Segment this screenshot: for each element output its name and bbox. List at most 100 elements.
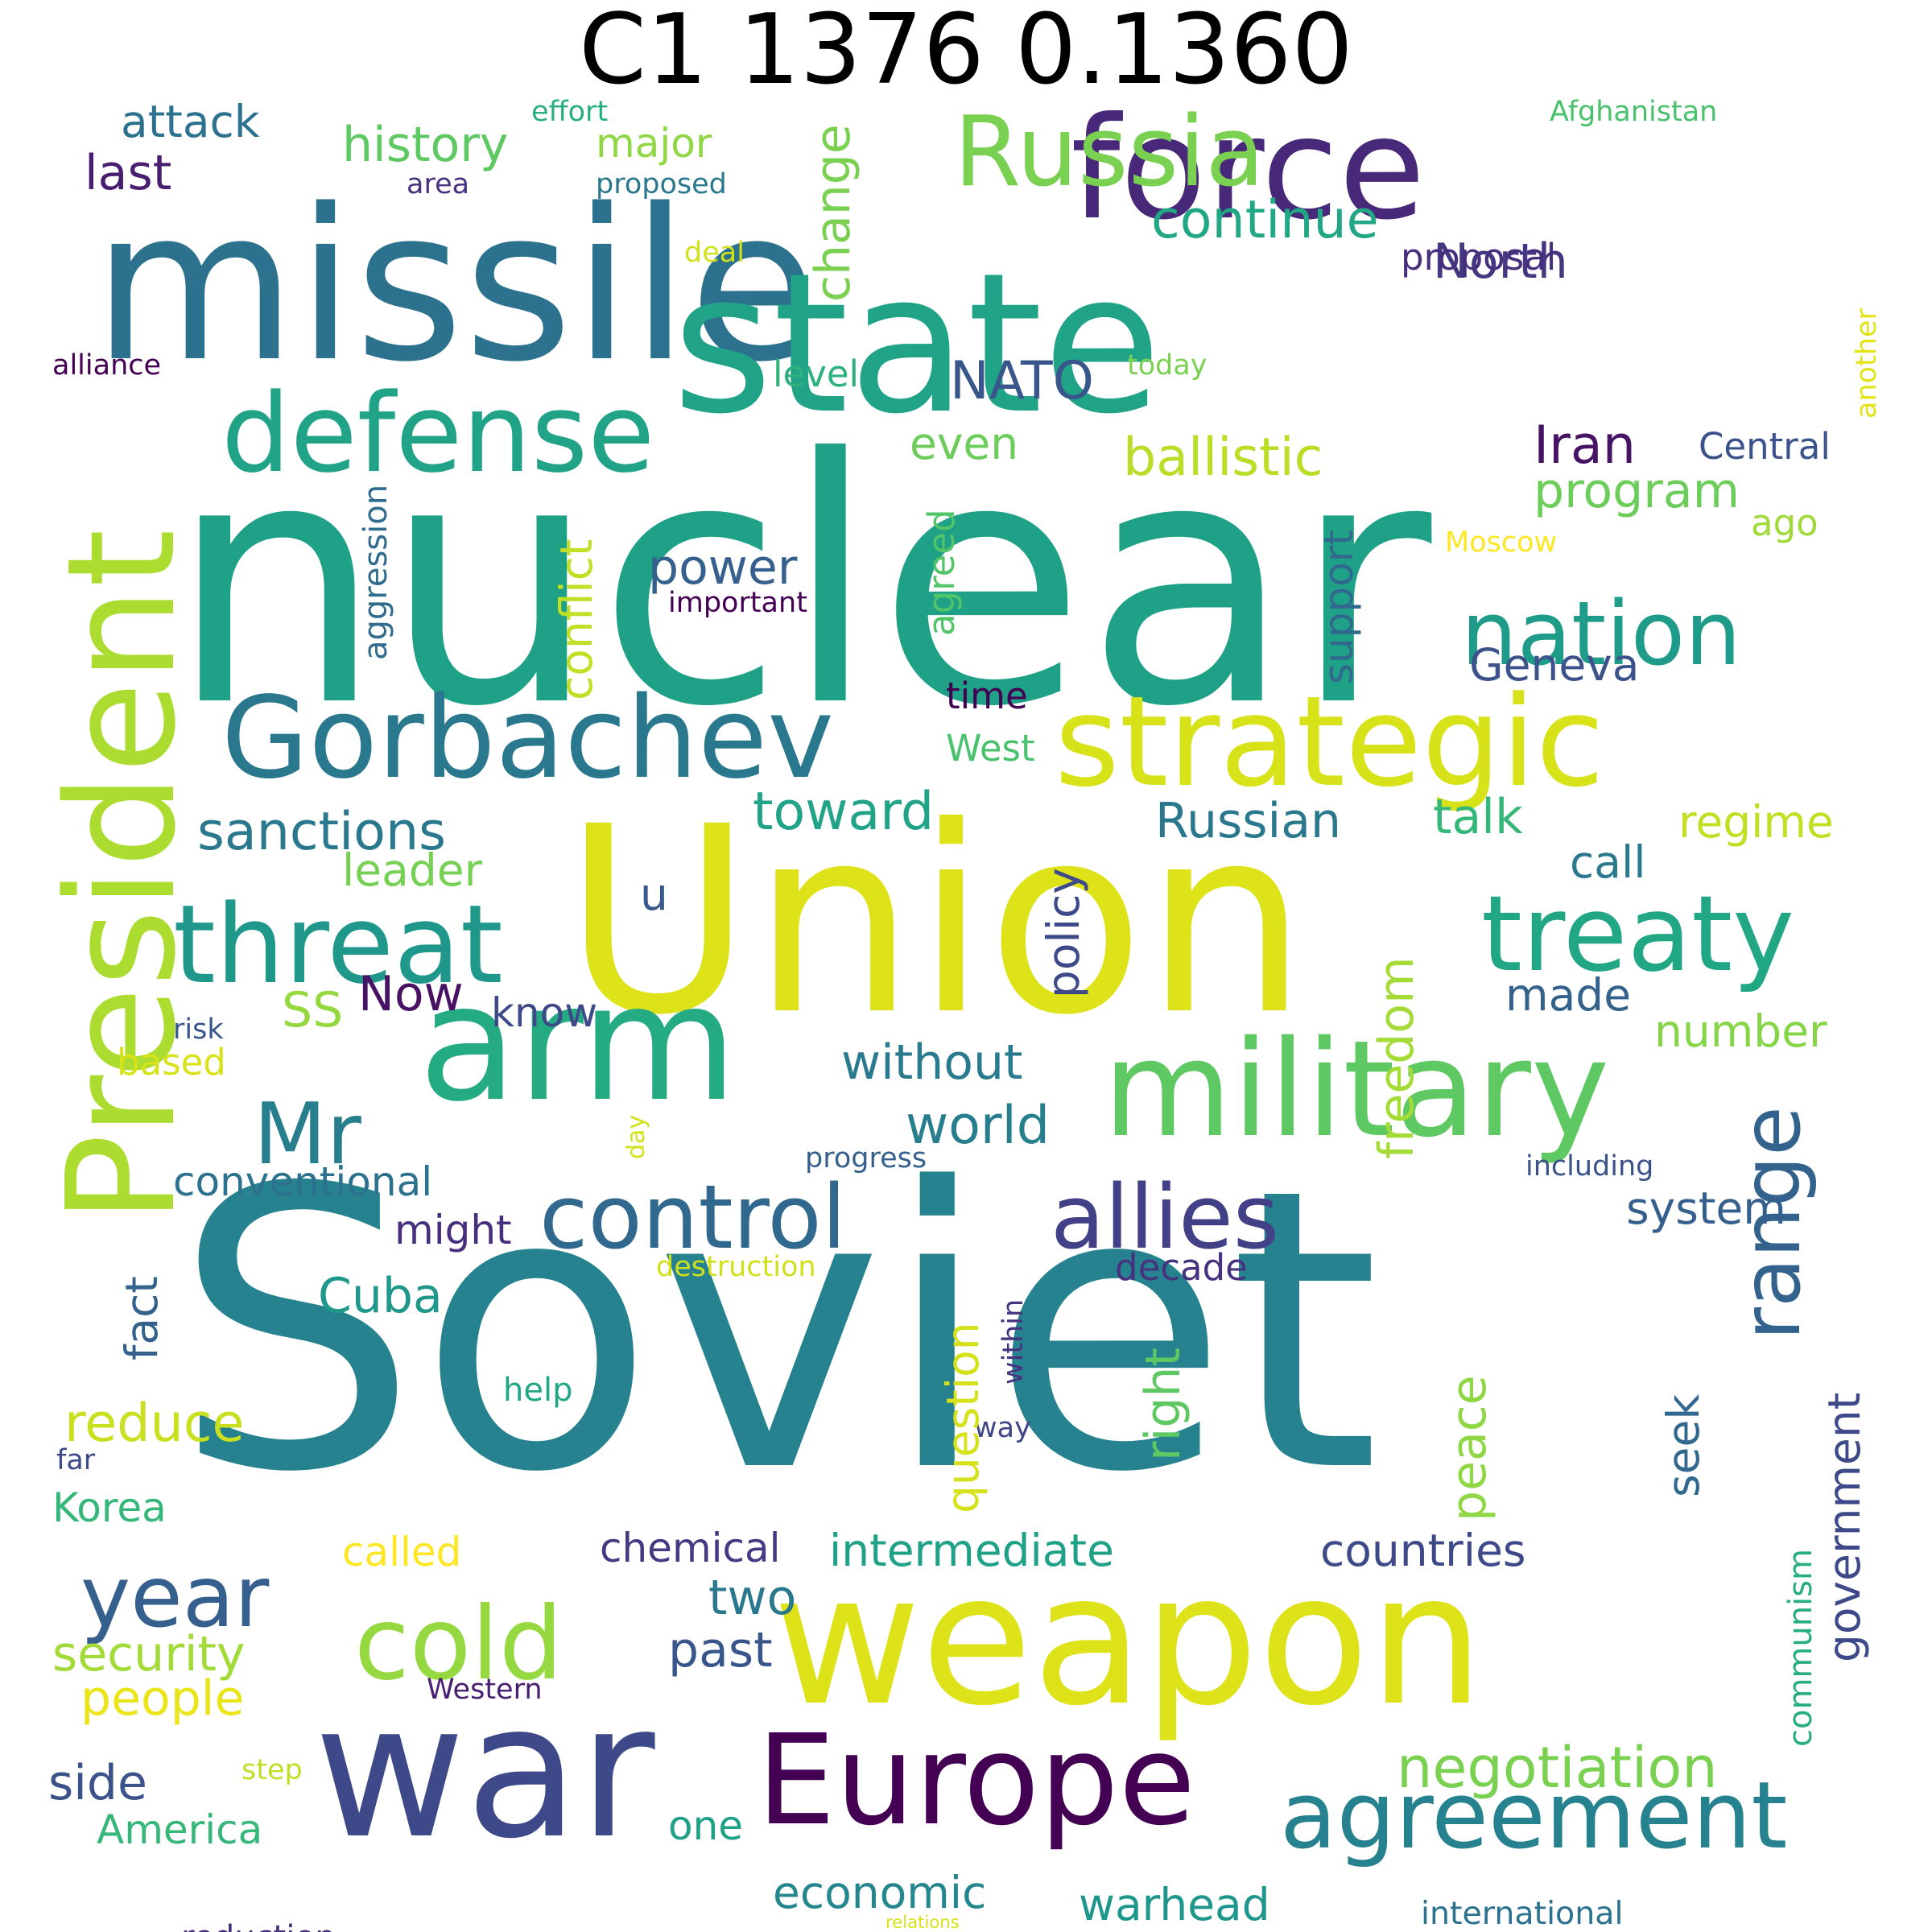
word-way: way — [974, 1412, 1031, 1444]
word-seek: seek — [1657, 1394, 1709, 1497]
word-countries: countries — [1320, 1525, 1526, 1576]
word-fact: fact — [116, 1276, 167, 1360]
word-made: made — [1505, 969, 1631, 1021]
word-risk: risk — [173, 1013, 224, 1046]
word-iran: Iran — [1534, 415, 1636, 476]
word-force: force — [1071, 88, 1426, 251]
word-geneva: Geneva — [1469, 639, 1639, 691]
word-security: security — [52, 1626, 246, 1682]
word-reduce: reduce — [64, 1393, 244, 1454]
word-negotiation: negotiation — [1397, 1735, 1718, 1801]
word-ss: SS — [282, 982, 343, 1038]
word-area: area — [407, 168, 469, 200]
word-warhead: warhead — [1079, 1879, 1270, 1930]
word-aggression: aggression — [357, 485, 394, 660]
word-military: military — [1103, 1012, 1610, 1166]
word-russia: Russia — [954, 97, 1265, 208]
word-support: support — [1315, 530, 1362, 684]
word-deal: deal — [684, 237, 745, 269]
word-communism: communism — [1782, 1549, 1819, 1747]
word-attack: attack — [121, 96, 260, 147]
word-far: far — [56, 1444, 96, 1476]
word-proposal: proposal — [1401, 236, 1556, 279]
word-effort: effort — [531, 96, 608, 128]
word-relations: relations — [886, 1912, 960, 1932]
word-help: help — [503, 1372, 572, 1409]
word-freedom: freedom — [1368, 956, 1425, 1159]
word-ago: ago — [1751, 502, 1818, 544]
word-year: year — [80, 1548, 270, 1646]
word-peace: peace — [1441, 1375, 1497, 1521]
word-toward: toward — [753, 782, 934, 842]
word-arm: arm — [419, 950, 737, 1137]
word-ballistic: ballistic — [1123, 427, 1323, 488]
word-defense: defense — [221, 370, 654, 497]
word-allies: allies — [1051, 1166, 1279, 1269]
word-international: international — [1421, 1895, 1623, 1932]
word-regime: regime — [1678, 796, 1834, 848]
word-nato: NATO — [950, 351, 1094, 411]
word-program: program — [1534, 463, 1740, 519]
word-agreement: agreement — [1280, 1762, 1787, 1870]
word-america: America — [97, 1806, 262, 1853]
word-union: Union — [564, 772, 1308, 1071]
word-number: number — [1654, 1005, 1827, 1057]
word-within: within — [997, 1299, 1030, 1385]
word-treaty: treaty — [1481, 873, 1794, 995]
word-history: history — [342, 117, 508, 173]
word-agreed: agreed — [920, 509, 963, 636]
word-nation: nation — [1461, 582, 1741, 685]
word-major: major — [596, 120, 712, 167]
word-conflict: conflict — [551, 539, 602, 700]
word-nuclear: nuclear — [169, 387, 1435, 781]
word-reduction: reduction — [181, 1918, 336, 1932]
word-call: call — [1570, 836, 1646, 888]
word-today: today — [1127, 349, 1208, 382]
word-might: might — [394, 1207, 512, 1253]
word-range: range — [1724, 1106, 1818, 1340]
word-destruction: destruction — [656, 1251, 816, 1283]
word-including: including — [1525, 1150, 1653, 1183]
word-alliance: alliance — [52, 349, 161, 382]
word-change: change — [805, 124, 861, 302]
word-proposed: proposed — [596, 168, 727, 200]
word-korea: Korea — [52, 1484, 167, 1531]
word-west: West — [946, 727, 1035, 770]
word-now: Now — [358, 966, 464, 1022]
word-leader: leader — [342, 844, 483, 896]
word-control: control — [539, 1166, 846, 1269]
word-russian: Russian — [1155, 793, 1341, 849]
word-time: time — [946, 675, 1028, 717]
word-without: without — [841, 1034, 1023, 1091]
word-north: North — [1433, 233, 1568, 290]
word-conventional: conventional — [173, 1158, 432, 1205]
word-question: question — [937, 1322, 989, 1513]
word-step: step — [242, 1754, 303, 1786]
word-gorbachev: Gorbachev — [221, 673, 834, 804]
word-last: last — [85, 145, 171, 201]
word-u: u — [640, 869, 668, 920]
word-state: state — [672, 231, 1162, 456]
word-sanctions: sanctions — [197, 802, 446, 862]
word-people: people — [80, 1670, 244, 1727]
word-called: called — [342, 1529, 461, 1575]
word-intermediate: intermediate — [829, 1525, 1114, 1576]
word-western: Western — [427, 1674, 543, 1706]
word-even: even — [910, 418, 1018, 469]
word-cold: cold — [354, 1586, 563, 1703]
word-based: based — [117, 1041, 226, 1084]
word-talk: talk — [1433, 789, 1523, 845]
word-threat: threat — [173, 881, 503, 1008]
cloud-title: C1 1376 0.1360 — [579, 0, 1353, 106]
word-central: Central — [1699, 425, 1831, 468]
word-day: day — [622, 1115, 650, 1159]
word-another: another — [1851, 308, 1883, 419]
word-decade: decade — [1115, 1246, 1248, 1289]
word-cuba: Cuba — [318, 1268, 443, 1324]
word-progress: progress — [805, 1142, 927, 1174]
word-continue: continue — [1151, 190, 1379, 250]
word-important: important — [668, 587, 807, 619]
word-know: know — [491, 989, 597, 1036]
word-strategic: strategic — [1055, 669, 1604, 815]
